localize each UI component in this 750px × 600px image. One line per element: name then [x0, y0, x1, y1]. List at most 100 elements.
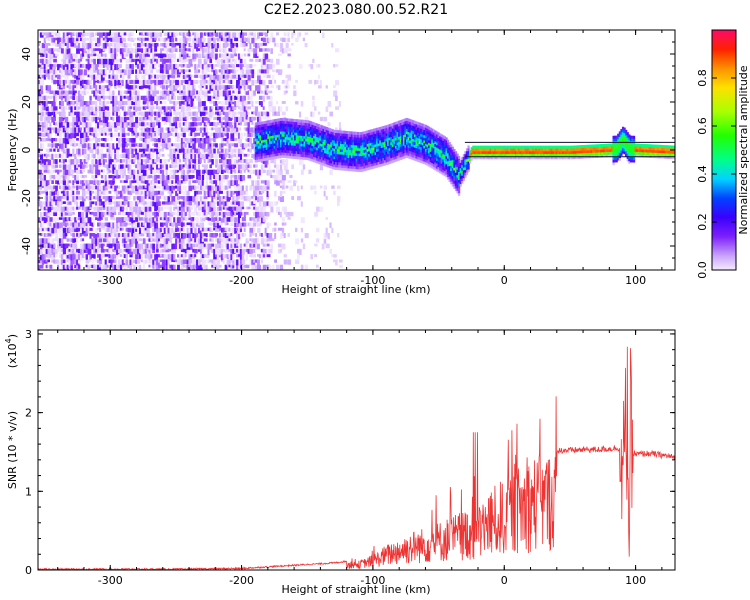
- spectrogram-cell: [272, 227, 276, 232]
- spectrogram-cell: [228, 233, 232, 238]
- spectrogram-cell: [197, 90, 201, 96]
- spectrogram-cell: [53, 101, 56, 107]
- spectrogram-cell: [329, 222, 332, 229]
- spectrogram-cell: [106, 138, 110, 142]
- spectrogram-cell: [138, 111, 143, 116]
- spectrogram-cell: [194, 116, 198, 121]
- spectrogram-cell: [154, 233, 158, 239]
- spectrogram-cell: [256, 138, 259, 142]
- spectrogram-cell: [270, 146, 273, 150]
- spectrogram-cell: [314, 270, 316, 276]
- spectrogram-cell: [201, 238, 205, 242]
- spectrogram-cell: [249, 254, 253, 258]
- spectrogram-cell: [85, 217, 88, 222]
- spectrogram-cell: [60, 180, 65, 185]
- spectrogram-cell: [47, 206, 52, 213]
- spectrogram-cell: [190, 79, 194, 86]
- spectrogram-cell: [220, 132, 224, 138]
- spectrogram-cell: [169, 106, 172, 113]
- spectrogram-cell: [114, 248, 118, 253]
- spectrogram-cell: [205, 164, 208, 169]
- spectrogram-cell: [87, 106, 90, 112]
- spectrogram-cell: [169, 217, 172, 223]
- spectrogram-cell: [119, 164, 124, 169]
- spectrogram-cell: [114, 148, 117, 154]
- spectrogram-cell: [79, 32, 84, 36]
- spectrogram-cell: [81, 74, 85, 79]
- spectrogram-cell: [138, 185, 143, 190]
- spectrogram-cell: [239, 254, 244, 260]
- spectrogram-cell: [190, 153, 193, 160]
- spectrogram-cell: [161, 243, 165, 247]
- spectrogram-cell: [201, 227, 205, 232]
- spectrogram-cell: [205, 264, 208, 270]
- spectrogram-cell: [152, 190, 155, 194]
- spectrogram-cell: [205, 111, 208, 115]
- spectrogram-cell: [232, 254, 235, 261]
- spectrogram-cell: [226, 238, 230, 241]
- spectrogram-cell: [206, 270, 209, 273]
- spectrogram-cell: [121, 180, 124, 183]
- spectrogram-cell: [49, 201, 53, 207]
- spectrogram-cell: [131, 217, 136, 224]
- spectrogram-cell: [327, 233, 330, 240]
- spectrogram-cell: [215, 233, 219, 237]
- spectrogram-cell: [112, 37, 117, 43]
- spectrogram-cell: [260, 259, 263, 264]
- spectrogram-cell: [226, 159, 231, 165]
- spectrogram-cell: [177, 116, 181, 122]
- spectrogram-cell: [127, 227, 131, 233]
- spectrogram-cell: [211, 127, 214, 131]
- spectrogram-cell: [201, 201, 205, 205]
- spectrogram-cell: [177, 143, 181, 149]
- spectrogram-cell: [114, 233, 118, 237]
- spectrogram-cell: [140, 180, 145, 184]
- spectrogram-cell: [175, 90, 179, 94]
- spectrogram-cell: [268, 90, 273, 94]
- spectrogram-cell: [268, 222, 272, 226]
- spectrogram-cell: [72, 243, 75, 249]
- spectrogram-cell: [262, 139, 265, 143]
- spectrogram-cell: [144, 127, 148, 132]
- spectrogram-cell: [76, 190, 80, 195]
- spectrogram-cell: [100, 42, 105, 49]
- spectrogram-cell: [72, 127, 77, 134]
- spectrogram-cell: [300, 159, 304, 165]
- spectrogram-cell: [173, 185, 176, 189]
- spectrogram-cell: [108, 190, 112, 194]
- spectrogram-cell: [220, 32, 225, 36]
- spectrogram-cell: [167, 48, 170, 53]
- spectrogram-cell: [163, 58, 166, 64]
- spectrogram-cell: [39, 201, 43, 208]
- spectrogram-cell: [218, 174, 222, 181]
- spectrogram-cell: [253, 254, 256, 258]
- spectrogram-cell: [285, 106, 289, 112]
- spectrogram-cell: [72, 74, 75, 78]
- spectrogram-cell: [116, 64, 120, 71]
- spectrogram-cell: [106, 243, 111, 248]
- spectrogram-cell: [70, 270, 72, 274]
- spectrogram-cell: [260, 90, 264, 94]
- spectrogram-cell: [121, 132, 126, 138]
- spectrogram-cell: [205, 174, 210, 180]
- spectrogram-cell: [138, 116, 142, 122]
- spectrogram-cell: [110, 211, 114, 218]
- spectrogram-cell: [45, 85, 48, 91]
- spectrogram-cell: [234, 116, 237, 123]
- spectrogram-cell: [100, 111, 104, 117]
- spectrogram-cell: [66, 85, 70, 88]
- spectrogram-cell: [167, 159, 170, 162]
- spectrogram-cell: [72, 233, 76, 238]
- spectrogram-cell: [119, 37, 123, 44]
- spectrogram-cell: [222, 64, 227, 70]
- spectrogram-cell: [211, 132, 214, 137]
- spectrogram-cell: [58, 153, 62, 158]
- spectrogram-cell: [98, 185, 101, 190]
- spectrogram-cell: [125, 206, 128, 211]
- spectrogram-cell: [243, 169, 246, 173]
- spectrogram-cell: [148, 206, 152, 212]
- spectrogram-cell: [66, 138, 70, 145]
- spectrogram-cell: [283, 254, 287, 258]
- spectrogram-cell: [49, 206, 53, 210]
- spectrogram-cell: [259, 145, 262, 149]
